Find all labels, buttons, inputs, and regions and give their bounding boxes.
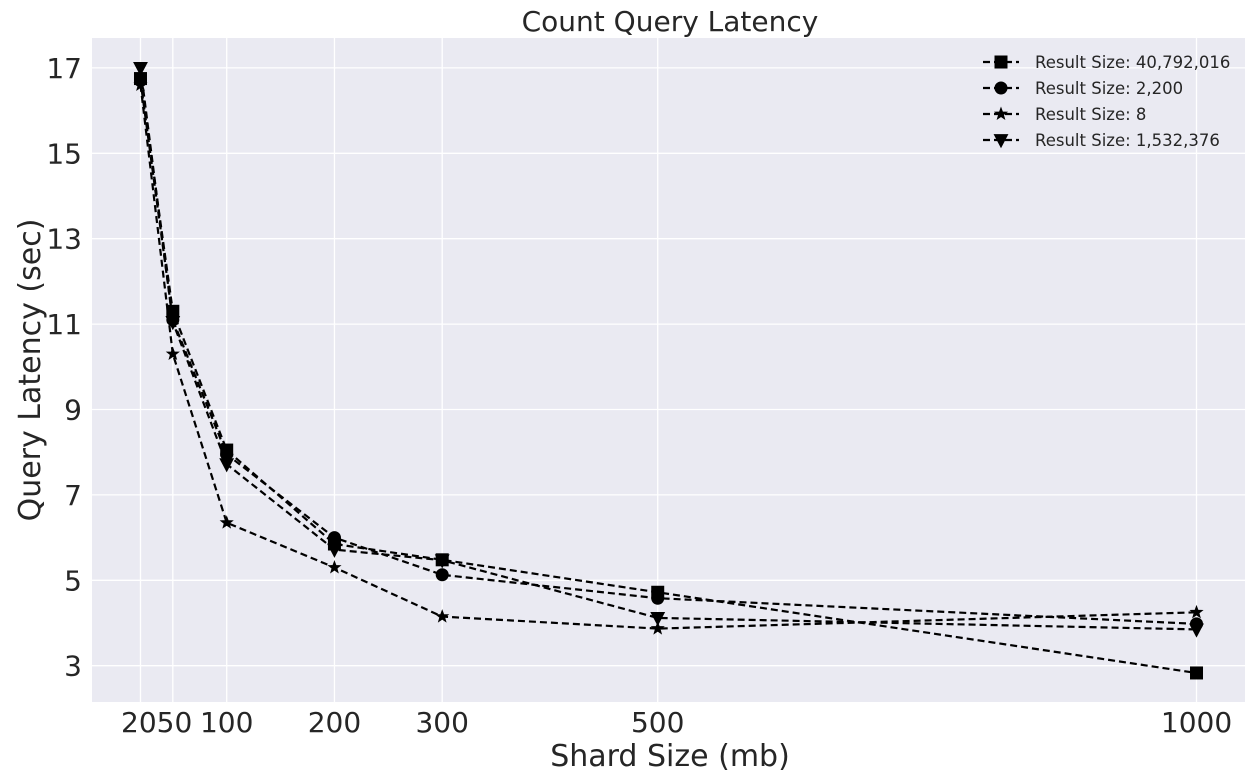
legend-label: Result Size: 2,200 [1035,79,1183,98]
star-marker [133,77,148,91]
y-tick-label: 5 [64,564,82,597]
triangle-down-marker [1189,623,1204,638]
y-tick-label: 15 [46,137,82,170]
star-marker [1189,604,1204,619]
x-tick-label: 500 [631,706,684,739]
legend-label: Result Size: 1,532,376 [1035,131,1220,150]
triangle-down-marker [133,61,148,77]
y-tick-label: 13 [46,223,82,256]
x-tick-label: 1000 [1161,706,1232,739]
x-axis-label: Shard Size (mb) [550,739,790,774]
y-tick-label: 3 [64,650,82,683]
plot-background [92,38,1245,702]
x-tick-labels: 2050 100 200 300 500 1000 [121,706,1232,739]
y-axis-label: Query Latency (sec) [13,219,48,522]
circle-marker [327,531,341,545]
y-tick-label: 7 [64,479,82,512]
star-marker [165,346,180,361]
star-marker [650,621,665,635]
legend-label: Result Size: 40,792,016 [1035,53,1230,72]
triangle-down-marker [165,316,181,331]
star-marker [993,106,1009,121]
star-marker [219,515,234,529]
y-tick-label: 17 [46,52,82,85]
x-tick-label: 2050 [121,706,192,739]
triangle-down-marker [219,458,235,473]
chart-title: Count Query Latency [522,5,819,38]
y-tick-label: 11 [46,308,82,341]
square-marker [1190,666,1204,680]
legend-item: Result Size: 40,792,016 [983,53,1230,72]
series-markers [133,61,1204,680]
y-tick-label: 9 [64,393,82,426]
circle-marker [651,591,665,605]
square-marker [994,55,1008,69]
y-tick-labels: 3 5 7 9 11 13 15 17 [46,52,82,683]
triangle-down-marker [327,543,342,558]
triangle-down-marker [993,134,1009,149]
circle-marker [994,81,1008,95]
star-marker [435,609,450,623]
star-marker [327,560,342,574]
legend-item: Result Size: 8 [983,105,1146,124]
legend-item: Result Size: 1,532,376 [983,131,1220,150]
series-markers-4 [133,61,1204,638]
x-tick-label: 100 [200,706,253,739]
triangle-down-marker [650,611,666,627]
x-tick-label: 300 [415,706,468,739]
gridlines [92,38,1245,702]
legend: Result Size: 40,792,016 Result Size: 2,20… [983,53,1230,150]
series-markers-3 [133,77,1204,635]
x-tick-label: 200 [308,706,361,739]
circle-marker [435,568,449,582]
legend-item: Result Size: 2,200 [983,79,1183,98]
legend-label: Result Size: 8 [1035,105,1146,124]
triangle-down-marker [434,554,450,569]
